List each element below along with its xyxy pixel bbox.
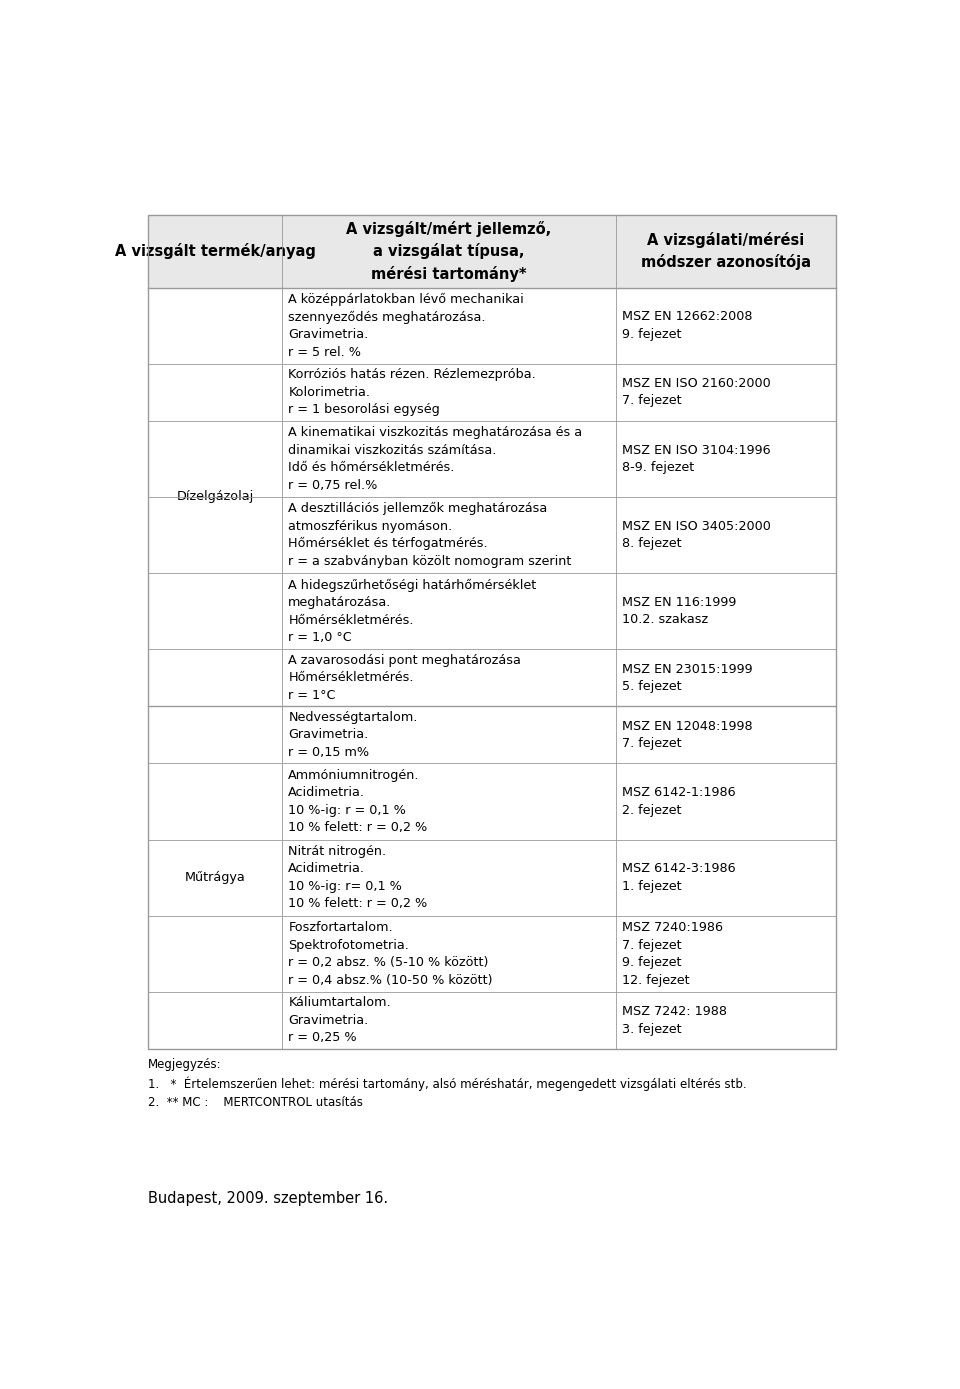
Text: MSZ 6142-1:1986
2. fejezet: MSZ 6142-1:1986 2. fejezet — [622, 786, 735, 817]
Text: Budapest, 2009. szeptember 16.: Budapest, 2009. szeptember 16. — [148, 1192, 389, 1206]
Bar — [148, 764, 836, 839]
Text: A kinematikai viszkozitás meghatározása és a
dinamikai viszkozitás számítása.
Id: A kinematikai viszkozitás meghatározása … — [288, 426, 583, 492]
Text: A középpárlatokban lévő mechanikai
szennyeződés meghatározása.
Gravimetria.
r = : A középpárlatokban lévő mechanikai szenn… — [288, 293, 524, 358]
Text: Műtrágya: Műtrágya — [185, 871, 246, 885]
Polygon shape — [247, 836, 276, 865]
Polygon shape — [225, 429, 299, 503]
Polygon shape — [194, 785, 328, 918]
Text: MSZ 6142-3:1986
1. fejezet: MSZ 6142-3:1986 1. fejezet — [622, 863, 735, 893]
Text: A zavarosodási pont meghatározása
Hőmérsékletmérés.
r = 1°C: A zavarosodási pont meghatározása Hőmérs… — [288, 654, 521, 701]
Text: MSZ EN ISO 2160:2000
7. fejezet: MSZ EN ISO 2160:2000 7. fejezet — [622, 376, 771, 407]
Text: Megjegyzés:: Megjegyzés: — [148, 1057, 222, 1071]
Text: MSZ EN ISO 3104:1996
8-9. fejezet: MSZ EN ISO 3104:1996 8-9. fejezet — [622, 443, 770, 474]
Bar — [148, 574, 836, 649]
Text: Dízelgázolaj: Dízelgázolaj — [177, 490, 254, 503]
Polygon shape — [194, 400, 328, 532]
Text: Foszfortartalom.
Spektrofotometria.
r = 0,2 absz. % (5-10 % között)
r = 0,4 absz: Foszfortartalom. Spektrofotometria. r = … — [288, 921, 492, 986]
Text: Korróziós hatás rézen. Rézlemezpróba.
Kolorimetria.
r = 1 besorolási egység: Korróziós hatás rézen. Rézlemezpróba. Ko… — [288, 368, 536, 417]
Polygon shape — [455, 622, 529, 696]
Text: MSZ 7242: 1988
3. fejezet: MSZ 7242: 1988 3. fejezet — [622, 1006, 727, 1036]
Text: MSZ EN ISO 3405:2000
8. fejezet: MSZ EN ISO 3405:2000 8. fejezet — [622, 519, 771, 550]
Text: Káliumtartalom.
Gravimetria.
r = 0,25 %: Káliumtartalom. Gravimetria. r = 0,25 % — [288, 996, 391, 1045]
Text: MSZ EN 12662:2008
9. fejezet: MSZ EN 12662:2008 9. fejezet — [622, 310, 753, 340]
Bar — [148, 364, 836, 421]
Text: A vizsgált/mért jellemző,
a vizsgálat típusa,
mérési tartomány*: A vizsgált/mért jellemző, a vizsgálat tí… — [347, 221, 552, 282]
Text: MSZ 7240:1986
7. fejezet
9. fejezet
12. fejezet: MSZ 7240:1986 7. fejezet 9. fejezet 12. … — [622, 921, 723, 986]
Bar — [148, 497, 836, 574]
Polygon shape — [641, 911, 715, 983]
Bar — [148, 649, 836, 707]
Text: Nitrát nitrogén.
Acidimetria.
10 %-ig: r= 0,1 %
10 % felett: r = 0,2 %: Nitrát nitrogén. Acidimetria. 10 %-ig: r… — [288, 845, 427, 910]
Text: 1.   *  Értelemszerűen lehet: mérési tartomány, alsó méréshatár, megengedett viz: 1. * Értelemszerűen lehet: mérési tartom… — [148, 1076, 747, 1092]
Text: 2.  ** MC :    MERTCONTROL utasítás: 2. ** MC : MERTCONTROL utasítás — [148, 1096, 363, 1108]
Polygon shape — [477, 644, 507, 674]
Text: Nedvességtartalom.
Gravimetria.
r = 0,15 m%: Nedvességtartalom. Gravimetria. r = 0,15… — [288, 711, 418, 758]
Polygon shape — [425, 592, 559, 725]
Polygon shape — [247, 451, 276, 481]
Bar — [148, 421, 836, 497]
Text: A vizsgálati/mérési
módszer azonosítója: A vizsgálati/mérési módszer azonosítója — [640, 232, 811, 271]
Bar — [148, 915, 836, 992]
Polygon shape — [611, 881, 745, 1014]
Text: MSZ EN 116:1999
10.2. szakasz: MSZ EN 116:1999 10.2. szakasz — [622, 596, 736, 626]
Text: MSZ EN 23015:1999
5. fejezet: MSZ EN 23015:1999 5. fejezet — [622, 663, 753, 693]
Bar — [148, 707, 836, 764]
Text: Ammóniumnitrogén.
Acidimetria.
10 %-ig: r = 0,1 %
10 % felett: r = 0,2 %: Ammóniumnitrogén. Acidimetria. 10 %-ig: … — [288, 768, 427, 835]
Text: A desztillációs jellemzők meghatározása
atmoszférikus nyomáson.
Hőmérséklet és t: A desztillációs jellemzők meghatározása … — [288, 501, 571, 568]
Bar — [148, 992, 836, 1049]
Text: MSZ EN 12048:1998
7. fejezet: MSZ EN 12048:1998 7. fejezet — [622, 720, 753, 750]
Bar — [148, 288, 836, 364]
Bar — [148, 839, 836, 915]
Bar — [148, 215, 836, 1049]
Text: A vizsgált termék/anyag: A vizsgált termék/anyag — [115, 243, 316, 260]
Text: A hidegszűrhetőségi határhőmérséklet
meghatározása.
Hőmérsékletmérés.
r = 1,0 °C: A hidegszűrhetőségi határhőmérséklet meg… — [288, 578, 537, 644]
Polygon shape — [663, 933, 693, 963]
Polygon shape — [225, 814, 299, 888]
Bar — [148, 215, 836, 288]
